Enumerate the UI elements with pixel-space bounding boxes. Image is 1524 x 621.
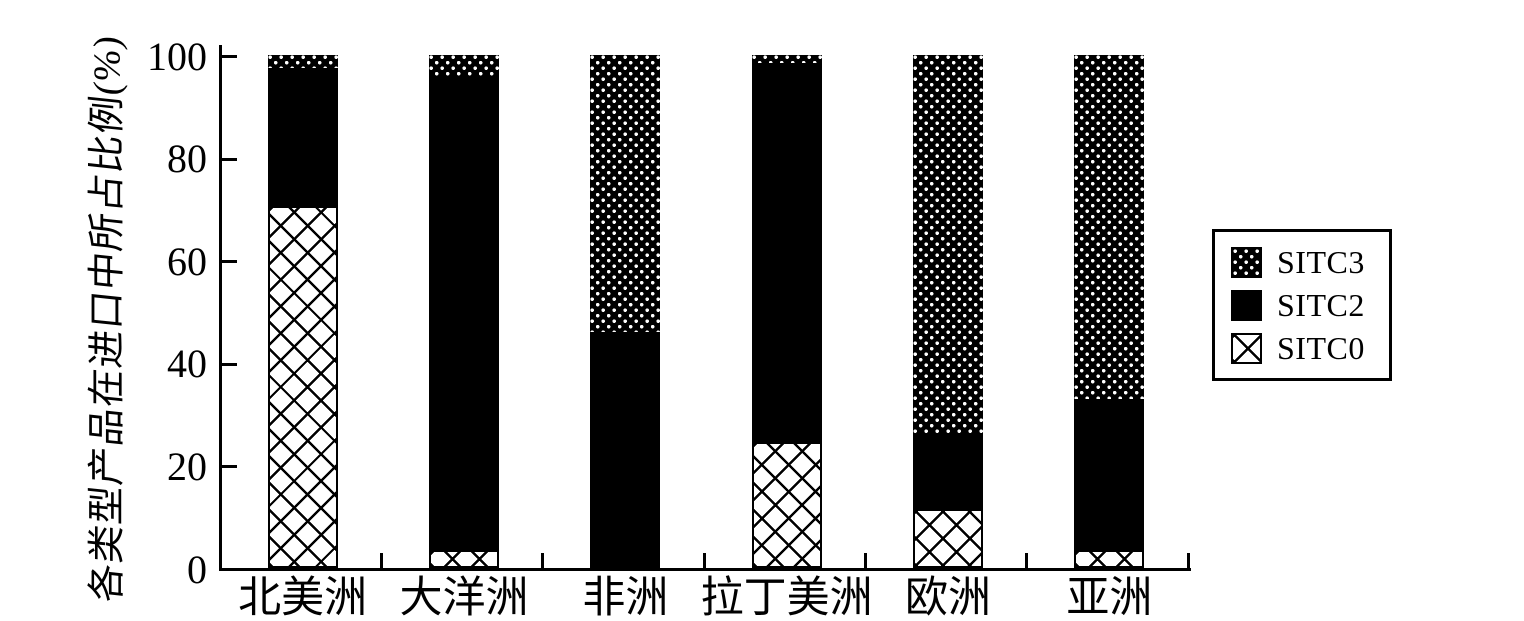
y-tick-mark (222, 362, 237, 366)
x-tick-mark (1025, 553, 1029, 568)
bar-segment-SITC0 (429, 550, 499, 568)
y-tick-label: 60 (167, 238, 207, 284)
y-tick-label: 40 (167, 341, 207, 387)
bar-segment-SITC3 (751, 55, 822, 63)
x-axis-line (219, 568, 1191, 571)
x-tick-mark (863, 553, 867, 568)
x-category-label: 拉丁美洲 (700, 575, 873, 621)
x-tick-mark (541, 553, 545, 568)
bar-segment-SITC3 (267, 55, 338, 68)
legend-label: SITC2 (1277, 287, 1365, 323)
bar-拉丁美洲 (751, 55, 822, 568)
bar-segment-SITC2 (590, 332, 661, 568)
x-category-label: 北美洲 (238, 575, 368, 621)
bar-segment-SITC0 (913, 509, 983, 568)
bar-segment-SITC2 (267, 67, 338, 207)
bar-segment-SITC2 (913, 434, 983, 510)
x-category-label: 非洲 (582, 575, 669, 621)
bar-非洲 (590, 55, 661, 568)
y-tick-mark (222, 465, 237, 469)
bar-欧洲 (913, 55, 983, 568)
legend-label: SITC3 (1277, 244, 1365, 280)
bar-segment-SITC2 (751, 62, 822, 443)
legend-label: SITC0 (1277, 330, 1365, 366)
bar-大洋洲 (429, 55, 499, 568)
y-tick-mark (222, 568, 237, 571)
legend-item-SITC0: SITC0 (1231, 332, 1365, 364)
legend-item-SITC2: SITC2 (1231, 289, 1365, 321)
y-tick-label: 100 (147, 33, 207, 79)
y-tick-label: 80 (167, 136, 207, 182)
bar-segment-SITC0 (751, 442, 822, 568)
bar-segment-SITC3 (913, 55, 983, 435)
bar-亚洲 (1074, 55, 1145, 568)
y-axis-line (219, 45, 222, 571)
x-tick-mark (702, 553, 706, 568)
y-tick-label: 20 (167, 443, 207, 489)
y-tick-mark (222, 260, 237, 264)
y-tick-mark (222, 157, 237, 161)
bar-segment-SITC0 (267, 206, 338, 568)
x-tick-mark (1186, 553, 1190, 568)
bar-segment-SITC3 (590, 55, 661, 333)
x-category-label: 欧洲 (905, 575, 991, 621)
bar-segment-SITC2 (1074, 398, 1145, 551)
bar-segment-SITC2 (429, 75, 499, 551)
x-tick-mark (379, 553, 383, 568)
x-category-label: 亚洲 (1066, 575, 1153, 621)
bar-segment-SITC3 (1074, 55, 1145, 399)
bar-segment-SITC0 (1074, 550, 1145, 568)
legend-items: SITC3 SITC2 SITC0 (1231, 246, 1365, 364)
y-tick-mark (222, 55, 237, 58)
y-tick-label: 0 (187, 546, 207, 592)
bar-segment-SITC3 (429, 55, 499, 76)
y-axis-title: 各类型产品在进口中所占比例(%) (86, 32, 129, 605)
bar-北美洲 (267, 55, 338, 568)
x-category-label: 大洋洲 (399, 575, 529, 621)
legend-swatch-SITC2 (1231, 289, 1262, 321)
legend-swatch-SITC0 (1231, 332, 1262, 364)
legend-item-SITC3: SITC3 (1231, 246, 1365, 278)
legend: SITC3 SITC2 SITC0 (1212, 229, 1392, 381)
legend-swatch-SITC3 (1231, 246, 1262, 278)
